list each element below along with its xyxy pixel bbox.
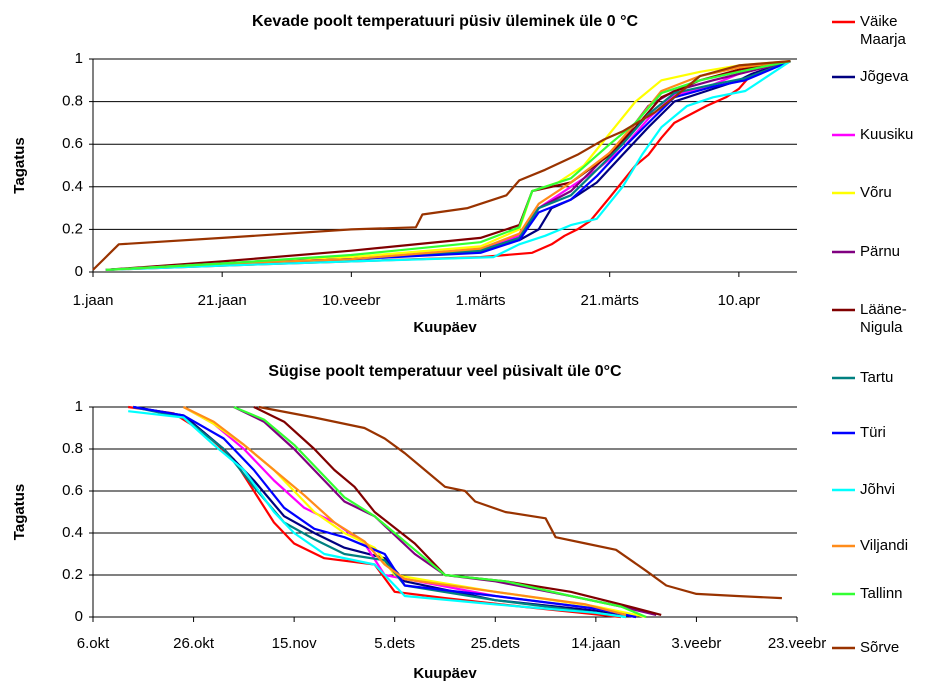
- y-tick-label: 0.8: [62, 440, 83, 457]
- series-line: [133, 405, 637, 619]
- x-tick-label: 5.dets: [374, 635, 415, 652]
- legend-label: Väike Maarja: [860, 13, 907, 48]
- y-tick-label: 0.2: [62, 220, 83, 237]
- legend-label: Kuusiku: [860, 126, 913, 143]
- y-tick-label: 1: [75, 398, 83, 415]
- legend-label: Tartu: [860, 369, 893, 386]
- y-axis-label: Tagatus: [11, 484, 28, 540]
- y-tick-label: 0.6: [62, 482, 83, 499]
- x-axis-label: Kuupäev: [413, 319, 477, 336]
- series-line: [258, 405, 782, 600]
- series-line: [105, 60, 792, 271]
- x-tick-label: 10.apr: [718, 292, 761, 309]
- legend-label: Tallinn: [860, 585, 903, 602]
- series-line: [183, 406, 627, 616]
- x-tick-label: 25.dets: [471, 635, 520, 652]
- legend-label: Võru: [860, 184, 892, 201]
- series-line: [105, 60, 791, 271]
- x-tick-label: 1.jaan: [73, 292, 114, 309]
- y-tick-label: 0.4: [62, 524, 83, 541]
- series-line: [128, 410, 627, 619]
- y-tick-label: 0: [75, 608, 83, 625]
- x-tick-label: 10.veebr: [322, 292, 380, 309]
- y-axis-label: Tagatus: [11, 137, 28, 193]
- x-tick-label: 1.märts: [456, 292, 506, 309]
- chart-title: Sügise poolt temperatuur veel püsivalt ü…: [268, 363, 622, 380]
- x-tick-label: 6.okt: [77, 635, 110, 652]
- series-line: [253, 406, 662, 616]
- x-tick-label: 14.jaan: [571, 635, 620, 652]
- legend-label: Jõhvi: [860, 481, 895, 498]
- x-tick-label: 26.okt: [173, 635, 215, 652]
- y-tick-label: 0.4: [62, 178, 83, 195]
- chart-title: Kevade poolt temperatuuri püsiv üleminek…: [252, 13, 638, 30]
- x-tick-label: 23.veebr: [768, 635, 826, 652]
- x-tick-label: 3.veebr: [671, 635, 721, 652]
- x-tick-label: 21.märts: [581, 292, 639, 309]
- legend-label: Viljandi: [860, 537, 908, 554]
- y-tick-label: 0.2: [62, 566, 83, 583]
- x-tick-label: 21.jaan: [198, 292, 247, 309]
- y-tick-label: 1: [75, 50, 83, 67]
- y-tick-label: 0: [75, 263, 83, 280]
- x-axis-label: Kuupäev: [413, 665, 477, 682]
- legend-label: Sõrve: [860, 639, 899, 656]
- series-line: [92, 60, 791, 271]
- y-tick-label: 0.6: [62, 135, 83, 152]
- x-tick-label: 15.nov: [272, 635, 318, 652]
- series-line: [132, 405, 627, 619]
- y-tick-label: 0.8: [62, 93, 83, 110]
- series-line: [233, 405, 647, 619]
- legend-label: Lääne-Nigula: [860, 301, 907, 336]
- legend-label: Türi: [860, 424, 886, 441]
- legend-label: Jõgeva: [860, 68, 909, 85]
- legend-label: Pärnu: [860, 243, 900, 260]
- series-line: [105, 60, 791, 271]
